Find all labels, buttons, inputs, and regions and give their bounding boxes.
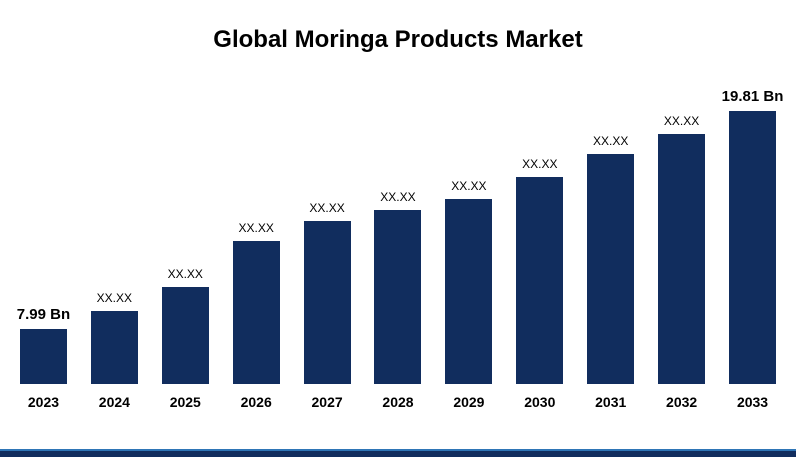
- x-axis-labels: 2023 2024 2025 2026 2027 2028 2029 2030 2031 2032…: [8, 394, 788, 410]
- bar: [19, 329, 67, 384]
- bar: [232, 241, 280, 384]
- bar-value-label: XX.XX: [663, 114, 700, 128]
- bar-group: XX.XX: [646, 114, 717, 384]
- bar: [374, 210, 422, 384]
- bar-group: XX.XX: [150, 267, 221, 384]
- bar-value-label: XX.XX: [380, 190, 416, 204]
- bar-group: XX.XX: [575, 134, 646, 384]
- x-axis-tick-label: 2031: [595, 394, 627, 410]
- x-axis-tick-label: 2023: [27, 394, 60, 410]
- bar: [516, 177, 564, 384]
- bar-group: XX.XX: [363, 190, 434, 384]
- bar-group: XX.XX: [504, 157, 575, 384]
- bar: [587, 154, 635, 384]
- x-axis-tick-label: 2027: [311, 394, 343, 410]
- bars-container: 7.99 Bn XX.XX XX.XX XX.XX XX.XX XX.XX XX.XX XX.…: [8, 68, 788, 384]
- footer-thick-line: [0, 451, 796, 457]
- bar-value-label: XX.XX: [309, 201, 345, 215]
- bar-value-label: XX.XX: [96, 291, 133, 305]
- bar: [161, 287, 209, 384]
- chart-title: Global Moringa Products Market: [213, 26, 583, 53]
- x-axis-tick-label: 2029: [453, 394, 485, 410]
- x-axis-tick-label: 2030: [524, 394, 556, 410]
- bar: [90, 311, 138, 384]
- x-axis-tick-label: 2025: [169, 394, 201, 410]
- x-axis-tick-label: 2028: [382, 394, 414, 410]
- x-axis-tick-label: 2033: [736, 394, 769, 410]
- bar: [303, 221, 351, 384]
- bar-value-label: XX.XX: [593, 134, 629, 148]
- bar-value-label: XX.XX: [522, 157, 558, 171]
- bar: [658, 134, 706, 384]
- bar-value-label: XX.XX: [167, 267, 203, 281]
- bar-value-label: 19.81 Bn: [721, 88, 784, 105]
- x-axis-tick-label: 2026: [240, 394, 272, 410]
- footer-stripe: [0, 449, 796, 457]
- chart-area: 7.99 Bn XX.XX XX.XX XX.XX XX.XX XX.XX XX.XX XX.…: [8, 68, 788, 410]
- bar-group: XX.XX: [433, 179, 504, 384]
- x-axis-tick-label: 2032: [666, 394, 698, 410]
- bar-value-label: 7.99 Bn: [16, 306, 71, 323]
- bar: [729, 111, 777, 384]
- bar-group: XX.XX: [79, 291, 150, 384]
- bar-value-label: XX.XX: [451, 179, 487, 193]
- bar-group: 19.81 Bn: [717, 88, 788, 384]
- x-axis-tick-label: 2024: [98, 394, 130, 410]
- footer-thin-line: [0, 449, 796, 451]
- bar-group: 7.99 Bn: [8, 306, 79, 384]
- bar-value-label: XX.XX: [238, 221, 274, 235]
- bar-group: XX.XX: [292, 201, 363, 384]
- bar-group: XX.XX: [221, 221, 292, 384]
- bar: [445, 199, 493, 384]
